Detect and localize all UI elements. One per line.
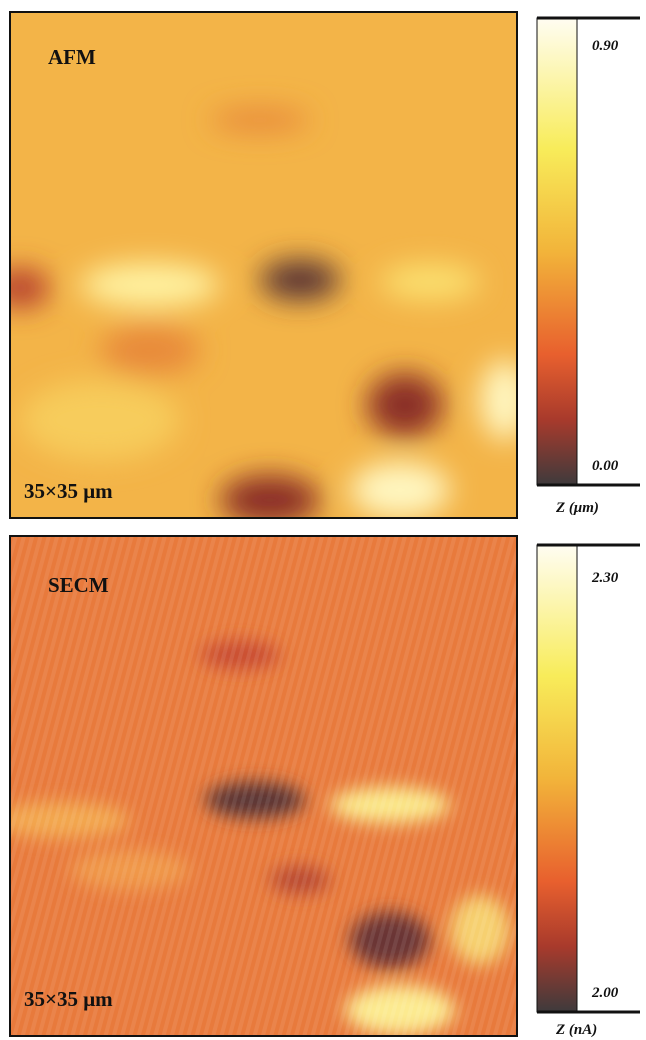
scale-label: 35×35 μm [24, 479, 113, 503]
colorbar-unit: Z (μm) [555, 500, 599, 516]
afm-image [0, 12, 530, 525]
colorbar-unit: Z (nA) [555, 1022, 597, 1038]
figure: AFM 35×35 μm 0.90 0.00 Z (μm) SECM 35×35… [0, 0, 646, 1040]
colorbar-min: 0.00 [592, 458, 619, 474]
colorbar-min: 2.00 [591, 985, 619, 1001]
panel-label: AFM [48, 45, 96, 69]
colorbar-max: 2.30 [591, 570, 619, 586]
secm-image [0, 536, 517, 1036]
colorbar [537, 545, 577, 1012]
panel-label: SECM [48, 573, 109, 597]
page: AFM 35×35 μm 0.90 0.00 Z (μm) SECM 35×35… [0, 0, 646, 1040]
colorbar-max: 0.90 [592, 38, 619, 54]
colorbar [537, 18, 577, 485]
scale-label: 35×35 μm [24, 987, 113, 1011]
